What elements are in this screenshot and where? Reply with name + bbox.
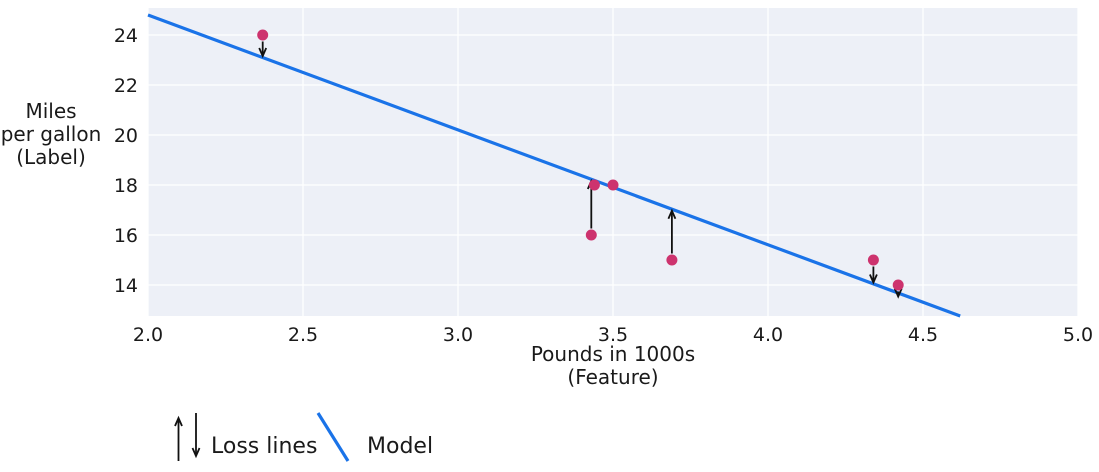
data-point [666, 254, 678, 266]
data-point [585, 229, 597, 241]
x-tick-label: 4.0 [753, 324, 783, 346]
legend-loss-lines-label: Loss lines [211, 434, 318, 459]
x-tick-label: 2.0 [133, 324, 163, 346]
legend-model-label: Model [367, 434, 434, 459]
y-tick-label: 22 [114, 75, 138, 97]
model-line [147, 13, 961, 318]
data-point [892, 279, 904, 291]
data-point [588, 179, 600, 191]
y-tick-label: 18 [114, 175, 138, 197]
data-point [867, 254, 879, 266]
x-tick-label: 5.0 [1063, 324, 1093, 346]
x-tick-label: 4.5 [908, 324, 938, 346]
y-tick-label: 24 [114, 25, 138, 47]
y-tick-label: 16 [114, 225, 138, 247]
data-point [607, 179, 619, 191]
x-axis-label: Pounds in 1000s (Feature) [530, 342, 696, 389]
x-tick-label: 2.5 [288, 324, 318, 346]
y-axis-label: Miles per gallon (Label) [0, 99, 102, 169]
x-tick-label: 3.5 [598, 324, 628, 346]
y-tick-label: 20 [114, 125, 138, 147]
y-tick-label: 14 [114, 275, 138, 297]
x-tick-label: 3.0 [443, 324, 473, 346]
legend-model-line-icon [316, 412, 350, 462]
data-point [257, 29, 269, 41]
